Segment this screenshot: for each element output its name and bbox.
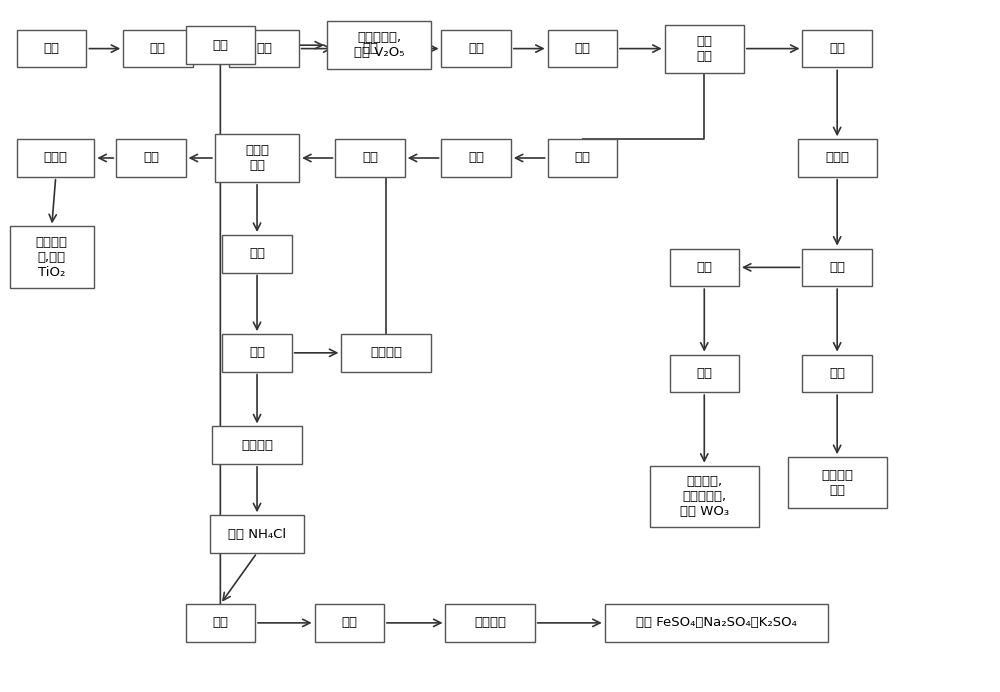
Bar [212, 426, 302, 464]
Text: 干燥、煅烧,
生成 V₂O₅: 干燥、煅烧, 生成 V₂O₅ [354, 31, 404, 60]
Bar [222, 334, 292, 372]
Bar [798, 139, 877, 176]
Text: 加热: 加热 [696, 367, 712, 380]
Text: 滤渣: 滤渣 [143, 152, 159, 165]
Bar [650, 466, 759, 527]
Text: 冲洗: 冲洗 [150, 42, 166, 55]
Text: 沉降: 沉降 [574, 42, 590, 55]
Bar [788, 457, 887, 509]
Bar [802, 248, 872, 286]
Text: 过滤: 过滤 [829, 261, 845, 274]
Bar [548, 30, 617, 67]
Text: 滤渣: 滤渣 [829, 367, 845, 380]
Text: 滤液: 滤液 [574, 152, 590, 165]
Bar [215, 134, 299, 182]
Text: 下层固态: 下层固态 [370, 346, 402, 359]
Text: 酸解: 酸解 [362, 42, 378, 55]
Bar [186, 604, 255, 641]
Bar [327, 21, 431, 69]
Bar [802, 30, 872, 67]
Bar [17, 139, 94, 176]
Text: 滤液: 滤液 [696, 261, 712, 274]
Bar [335, 30, 405, 67]
Text: 干燥、煅
烧,生成
TiO₂: 干燥、煅 烧,生成 TiO₂ [36, 235, 68, 279]
Bar [548, 139, 617, 176]
Text: 蒸发结晶,
干燥、煅烧,
生成 WO₃: 蒸发结晶, 干燥、煅烧, 生成 WO₃ [680, 475, 729, 518]
Text: 分离 FeSO₄、Na₂SO₄、K₂SO₄: 分离 FeSO₄、Na₂SO₄、K₂SO₄ [636, 617, 797, 630]
Text: 破碎: 破碎 [256, 42, 272, 55]
Bar [335, 139, 405, 176]
Bar [17, 30, 86, 67]
Text: 滤渣: 滤渣 [212, 39, 228, 52]
Text: 上层清液: 上层清液 [241, 439, 273, 452]
Bar [210, 516, 304, 553]
Bar [222, 235, 292, 273]
Text: 浓缩: 浓缩 [468, 152, 484, 165]
Text: 滤液: 滤液 [341, 617, 357, 630]
Text: 水解: 水解 [362, 152, 378, 165]
Text: 卖作耐火
材料: 卖作耐火 材料 [821, 468, 853, 497]
Text: 加入 NH₄Cl: 加入 NH₄Cl [228, 527, 286, 540]
Bar [186, 26, 255, 64]
Text: 沉降: 沉降 [249, 346, 265, 359]
Bar [670, 248, 739, 286]
Text: 板框
过滤: 板框 过滤 [696, 35, 712, 62]
Bar [10, 226, 94, 288]
Text: 絮凝: 絮凝 [468, 42, 484, 55]
Text: 滤渣: 滤渣 [829, 42, 845, 55]
Text: 叶滤机
过滤: 叶滤机 过滤 [245, 144, 269, 172]
Text: 过滤: 过滤 [212, 617, 228, 630]
Bar [341, 334, 431, 372]
Bar [116, 139, 186, 176]
Bar [665, 25, 744, 73]
Bar [605, 604, 828, 641]
Bar [670, 354, 739, 392]
Bar [229, 30, 299, 67]
Text: 滤液: 滤液 [249, 247, 265, 260]
Bar [802, 354, 872, 392]
Text: 加氨水: 加氨水 [825, 152, 849, 165]
Bar [441, 139, 511, 176]
Text: 冷却结晶: 冷却结晶 [474, 617, 506, 630]
Bar [445, 604, 535, 641]
Text: 吹扫: 吹扫 [44, 42, 60, 55]
Bar [441, 30, 511, 67]
Text: 盐处理: 盐处理 [44, 152, 68, 165]
Bar [315, 604, 384, 641]
Bar [123, 30, 193, 67]
